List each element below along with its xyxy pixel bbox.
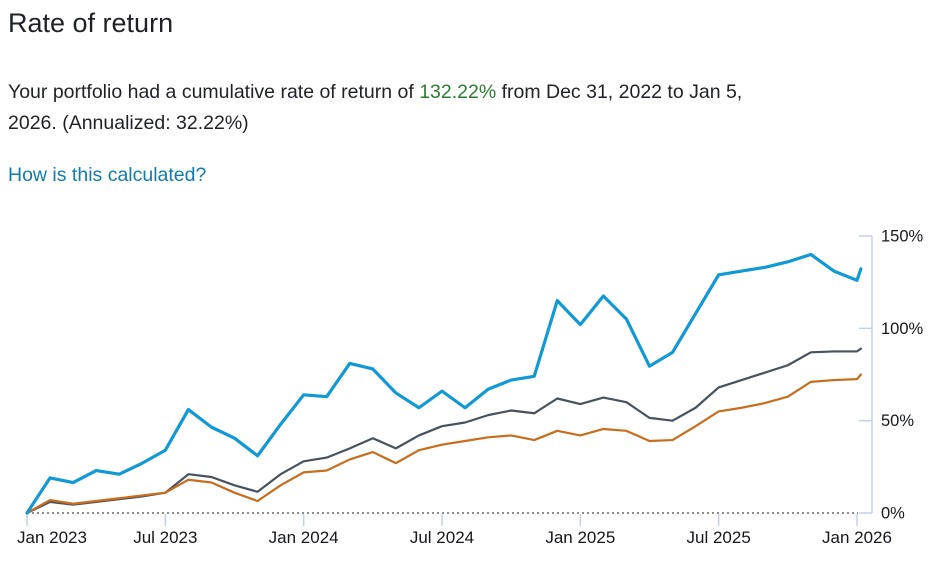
x-tick-label: Jul 2023 — [133, 528, 197, 547]
header-block: Rate of return Your portfolio had a cumu… — [0, 0, 947, 187]
summary-text: Your portfolio had a cumulative rate of … — [8, 77, 939, 139]
x-tick-label: Jul 2025 — [687, 528, 751, 547]
x-tick-label: Jan 2023 — [17, 528, 87, 547]
x-tick-label: Jul 2024 — [410, 528, 474, 547]
how-is-this-calculated-link[interactable]: How is this calculated? — [8, 164, 207, 186]
rate-of-return-chart: 0% 50% 100% 150% Jan 2023 Jul 2023 Jan 2024 Jul… — [17, 227, 924, 547]
y-tick-label: 50% — [881, 412, 914, 430]
summary-part3: 2026. (Annualized: 32.22%) — [8, 112, 249, 134]
portfolio_blue-line — [25, 252, 863, 515]
comparison_orange-line — [25, 373, 862, 515]
y-tick-label: 150% — [881, 227, 924, 245]
summary-part1: Your portfolio had a cumulative rate of … — [8, 81, 420, 103]
comparison_gray-line — [25, 347, 862, 515]
page-title: Rate of return — [8, 8, 174, 38]
x-tick-label: Jan 2026 — [822, 528, 892, 547]
chart-container: 0% 50% 100% 150% Jan 2023 Jul 2023 Jan 2024 Jul… — [0, 210, 947, 588]
summary-part2: from Dec 31, 2022 to Jan 5, — [496, 81, 743, 103]
x-tick-label: Jan 2024 — [269, 528, 339, 547]
x-tick-label: Jan 2025 — [545, 528, 615, 547]
y-tick-label: 0% — [881, 505, 905, 523]
cumulative-return-value: 132.22% — [419, 81, 497, 103]
y-tick-label: 100% — [881, 320, 924, 338]
